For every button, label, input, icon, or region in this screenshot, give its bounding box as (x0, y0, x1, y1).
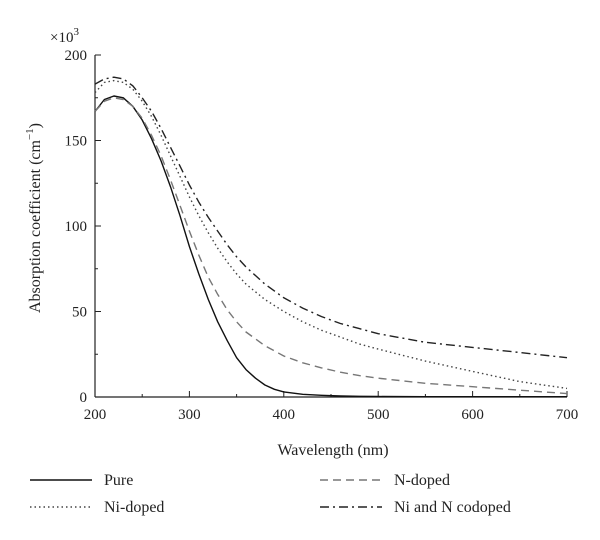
axes (94, 55, 567, 398)
series-lines (94, 76, 568, 398)
series-line-pure (94, 95, 567, 398)
x-tick-label: 200 (84, 407, 107, 423)
x-tick-label: 700 (556, 407, 579, 423)
x-axis-title: Wavelength (nm) (277, 442, 388, 459)
x-tick-label: 400 (273, 407, 296, 423)
y-tick-label: 150 (65, 134, 88, 150)
series-line-ni-doped (94, 79, 568, 390)
legend-label-ni-and-n-codoped: Ni and N codoped (394, 499, 511, 516)
x-tick-label: 600 (461, 407, 484, 423)
y-tick-label: 0 (80, 390, 88, 406)
legend-label-ni-doped: Ni-doped (104, 499, 164, 516)
series-line-ni-and-n-codoped (94, 76, 568, 359)
legend: Pure N-doped Ni-doped Ni and N codoped (30, 472, 511, 516)
ticks: 200 300 400 500 600 700 0 50 100 150 200 (65, 48, 579, 423)
legend-label-n-doped: N-doped (394, 472, 450, 489)
axis-labels: ×103 Wavelength (nm) Absorption coeffici… (24, 26, 389, 459)
x-tick-label: 300 (178, 407, 201, 423)
series-line-n-doped (94, 97, 568, 395)
y-tick-label: 100 (65, 219, 88, 235)
legend-label-pure: Pure (104, 472, 133, 489)
y-tick-label: 50 (72, 305, 87, 321)
x-tick-label: 500 (367, 407, 390, 423)
y-tick-label: 200 (65, 48, 88, 64)
y-multiplier-label: ×103 (50, 26, 79, 46)
y-axis-title: Absorption coefficient (cm−1) (24, 123, 44, 313)
